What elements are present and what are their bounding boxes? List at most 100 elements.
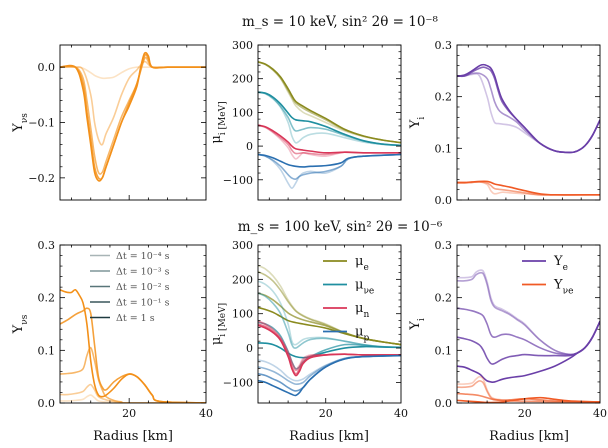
series-line xyxy=(457,392,600,403)
y-tick-label: 300 xyxy=(232,39,253,52)
label-main: μ xyxy=(209,337,224,345)
panel-p02: 0.3 0.2 0.1 0.0 Yi xyxy=(408,39,601,207)
label-main: Y xyxy=(408,321,423,331)
y-tick-label: −0.1 xyxy=(28,117,55,130)
y-axis-label: Yνs xyxy=(11,314,30,334)
legend-label: Δt = 10⁻² s xyxy=(116,282,170,293)
legend-label: μe xyxy=(355,254,369,273)
x-axis-label-middle: Radius [km] xyxy=(289,429,369,444)
series-group xyxy=(60,51,206,182)
legend-label: Δt = 10⁻³ s xyxy=(116,267,170,278)
x-tick-label: 20 xyxy=(518,407,532,420)
y-axis-label: Yi xyxy=(408,318,427,331)
legend: Ye Yνe xyxy=(522,254,573,297)
series-line xyxy=(457,73,600,154)
legend-label: Yνe xyxy=(553,278,573,297)
label-sub: e xyxy=(363,263,368,273)
axes-frame xyxy=(456,244,601,404)
label-sub: νs xyxy=(20,113,30,123)
label-sub: i xyxy=(417,117,427,120)
label-sub: νe xyxy=(563,287,574,297)
x-tick-label: 40 xyxy=(394,407,408,420)
y-tick-label: 0.3 xyxy=(435,39,453,52)
series-line xyxy=(457,63,600,154)
y-tick-label: 100 xyxy=(232,106,253,119)
y-tick-label: 0.3 xyxy=(435,239,453,252)
axes-frame xyxy=(257,44,402,201)
label-sub: i [MeV] xyxy=(218,303,228,337)
series-line xyxy=(60,288,206,403)
series-group xyxy=(258,264,401,397)
axes-frame xyxy=(257,244,402,404)
y-tick-label: 0 xyxy=(246,140,253,153)
label-sub: n xyxy=(363,310,369,320)
y-tick-label: 200 xyxy=(232,73,253,86)
series-group xyxy=(258,61,401,190)
legend-label: μp xyxy=(355,325,369,344)
label-sub: i [MeV] xyxy=(218,101,228,135)
axes-frame xyxy=(59,244,207,404)
y-axis-label: Yνs xyxy=(11,113,30,133)
y-axis-label: μi [MeV] xyxy=(209,101,228,143)
y-tick-label: −100 xyxy=(223,376,253,389)
series-line xyxy=(258,354,401,382)
series-line xyxy=(60,60,206,146)
series-line xyxy=(258,153,401,168)
label-main: μ xyxy=(355,325,363,340)
axes-frame xyxy=(456,44,601,201)
label-main: μ xyxy=(355,301,363,316)
series-line xyxy=(258,124,401,154)
x-tick-label: 20 xyxy=(319,407,333,420)
label-main: μ xyxy=(355,254,363,269)
series-line xyxy=(60,51,206,182)
y-tick-label: −0.2 xyxy=(28,172,55,185)
y-tick-label: 0.2 xyxy=(435,91,453,104)
series-line xyxy=(457,181,600,196)
x-axis-label-right: Radius [km] xyxy=(489,429,569,444)
y-tick-label: 0.0 xyxy=(435,397,453,410)
label-main: μ xyxy=(209,135,224,143)
label-main: Y xyxy=(11,123,26,133)
legend-label: μn xyxy=(355,301,369,320)
y-tick-label: 0.0 xyxy=(435,194,453,207)
row-title-top: m_s = 10 keV, sin² 2θ = 10⁻⁸ xyxy=(242,14,439,30)
series-line xyxy=(457,180,600,196)
label-sub: i xyxy=(417,318,427,321)
y-tick-label: 0.1 xyxy=(435,142,453,155)
y-axis-label: μi [MeV] xyxy=(209,303,228,345)
legend-label: Δt = 1 s xyxy=(116,313,155,324)
row-title-bottom: m_s = 100 keV, sin² 2θ = 10⁻⁶ xyxy=(238,219,443,235)
label-main: Y xyxy=(553,278,563,293)
legend-label: Ye xyxy=(553,254,568,273)
label-main: μ xyxy=(355,278,363,293)
legend-label: Δt = 10⁻¹ s xyxy=(116,298,170,309)
label-sub: e xyxy=(563,263,568,273)
series-line xyxy=(258,354,401,392)
series-line xyxy=(457,66,600,154)
series-line xyxy=(258,324,401,377)
label-main: Y xyxy=(408,119,423,129)
y-tick-label: 0 xyxy=(246,342,253,355)
series-line xyxy=(258,153,401,180)
legend-label: μνe xyxy=(355,278,374,297)
x-axis-label-left: Radius [km] xyxy=(93,429,173,444)
series-line xyxy=(457,307,600,356)
y-tick-label: 0.1 xyxy=(38,344,56,357)
series-line xyxy=(258,306,401,346)
series-line xyxy=(258,61,401,144)
series-line xyxy=(457,321,600,383)
label-main: Y xyxy=(11,324,26,334)
series-line xyxy=(258,91,401,147)
label-sub: νs xyxy=(20,314,30,324)
series-line xyxy=(457,72,600,154)
label-sub: νe xyxy=(363,287,374,297)
y-tick-label: 0.3 xyxy=(38,239,56,252)
y-axis-label: Yi xyxy=(408,117,427,130)
series-line xyxy=(258,292,401,349)
y-tick-label: 0.1 xyxy=(435,344,453,357)
y-tick-label: 0.0 xyxy=(38,397,56,410)
x-tick-label: 40 xyxy=(199,407,213,420)
x-tick-label: 40 xyxy=(593,407,607,420)
